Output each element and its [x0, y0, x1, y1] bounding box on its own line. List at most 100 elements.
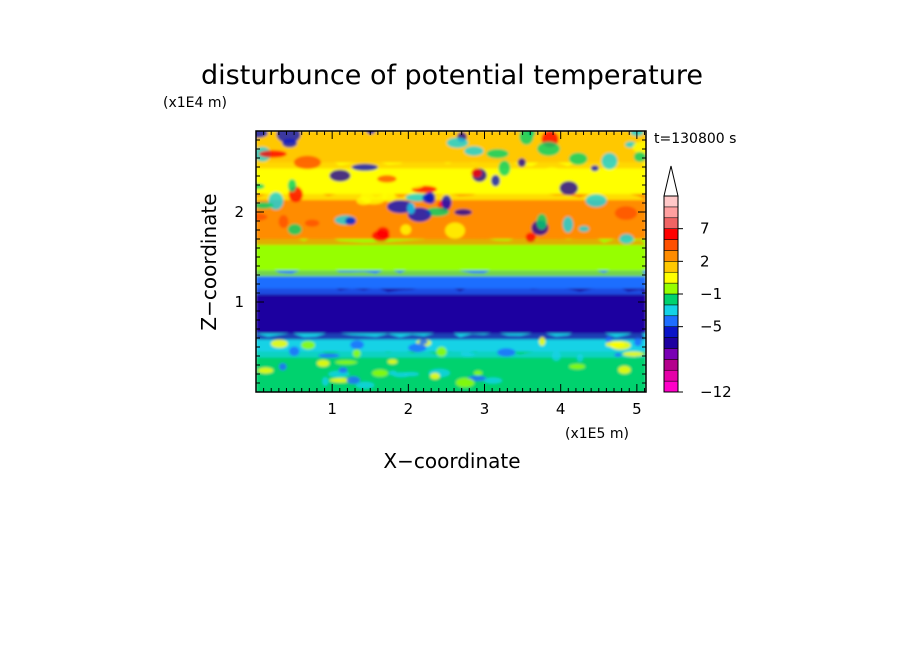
field-cell — [407, 202, 416, 215]
field-cell — [455, 377, 475, 388]
field-cell — [289, 346, 300, 357]
colorbar-level — [663, 380, 679, 393]
field-cell — [276, 131, 301, 144]
field-band — [256, 351, 646, 392]
field-cell — [498, 160, 511, 177]
field-cell — [408, 343, 427, 353]
field-cell — [350, 340, 364, 350]
field-band-edge — [256, 388, 612, 392]
field-cell — [403, 180, 424, 189]
field-cell — [471, 168, 482, 178]
field-cell — [633, 338, 642, 347]
field-cell — [329, 169, 351, 182]
field-cell — [425, 207, 450, 217]
x-axis-label: X−coordinate — [383, 449, 520, 473]
field-cell — [632, 140, 646, 154]
field-cell — [278, 363, 287, 371]
field-cell — [537, 141, 561, 156]
field-cell — [371, 230, 390, 242]
field-cell — [536, 213, 548, 230]
field-cell — [258, 367, 274, 374]
colorbar: −12−5−127 — [663, 165, 732, 401]
field-cell — [610, 340, 631, 350]
field-cell — [525, 232, 537, 243]
colorbar-tick-label: 7 — [700, 220, 710, 238]
field-band-edge — [256, 235, 646, 245]
field-cell — [436, 346, 447, 357]
y-tick-label: 2 — [234, 203, 244, 221]
field-cell — [338, 367, 348, 374]
field-cell — [346, 376, 361, 385]
field-cell — [619, 233, 634, 244]
field-cell — [578, 225, 590, 232]
field-cell — [441, 195, 452, 210]
colorbar-level — [663, 217, 679, 229]
field-cell — [460, 351, 476, 357]
field-cell — [614, 206, 638, 220]
field-cell — [316, 359, 330, 367]
field-cell — [562, 216, 574, 233]
colorbar-level — [663, 195, 679, 208]
field-cell — [491, 174, 501, 187]
field-band-edge — [256, 190, 646, 200]
colorbar-level — [663, 304, 679, 317]
field-cell — [393, 372, 410, 378]
colorbar-level — [663, 239, 679, 251]
field-cell — [445, 222, 466, 239]
field-band-edge — [256, 284, 646, 295]
field-cell — [464, 146, 484, 156]
x-tick-label: 1 — [327, 400, 337, 418]
colorbar-level — [663, 228, 679, 240]
colorbar-level — [663, 261, 679, 273]
field-cell — [633, 151, 646, 162]
field-cell — [256, 213, 268, 221]
field-cell — [372, 369, 388, 377]
x-tick-label: 5 — [632, 400, 642, 418]
colorbar-level — [663, 282, 679, 295]
field-cell — [382, 192, 396, 202]
field-cell — [446, 137, 469, 148]
x-axis: 1 2 3 4 5 — [255, 131, 645, 418]
colorbar-level — [663, 271, 679, 284]
time-label: t=130800 s — [654, 131, 736, 147]
colorbar-level — [663, 293, 679, 306]
colorbar-level — [663, 337, 679, 349]
x-tick-label: 2 — [404, 400, 414, 418]
field-cell — [559, 181, 579, 196]
y-axis: 12 — [234, 130, 646, 393]
field-cell — [605, 336, 612, 343]
colorbar-level — [663, 315, 679, 327]
field-band — [256, 288, 646, 335]
field-cell — [377, 175, 397, 183]
field-cell — [345, 217, 357, 226]
field-cell — [551, 351, 561, 361]
field-cell — [473, 370, 483, 376]
field-cell — [568, 152, 588, 165]
colorbar-tick-label: −12 — [700, 383, 732, 401]
field-cell — [527, 131, 536, 137]
field-cell — [517, 158, 526, 168]
plot-frame — [255, 130, 647, 393]
field-cell — [486, 149, 509, 159]
colorbar-level — [663, 326, 679, 338]
field-cell — [540, 167, 564, 185]
field-cell — [387, 359, 398, 364]
field-cell — [287, 179, 297, 192]
field-cell — [622, 351, 644, 357]
x-tick-label: 3 — [480, 400, 490, 418]
heatmap-field — [256, 131, 646, 392]
field-cell — [301, 340, 316, 350]
colorbar-level — [663, 206, 679, 219]
field-cell — [351, 163, 379, 171]
x-unit-label: (x1E5 m) — [565, 426, 629, 442]
field-band-edge — [256, 266, 646, 277]
field-cell — [352, 349, 361, 358]
colorbar-level — [663, 250, 679, 262]
field-band-edge — [256, 329, 646, 340]
field-cell — [366, 131, 375, 135]
field-cell — [422, 192, 434, 204]
y-unit-label: (x1E4 m) — [163, 95, 227, 111]
colorbar-tick-label: 2 — [700, 252, 710, 270]
colorbar-extend-arrow — [663, 165, 679, 197]
